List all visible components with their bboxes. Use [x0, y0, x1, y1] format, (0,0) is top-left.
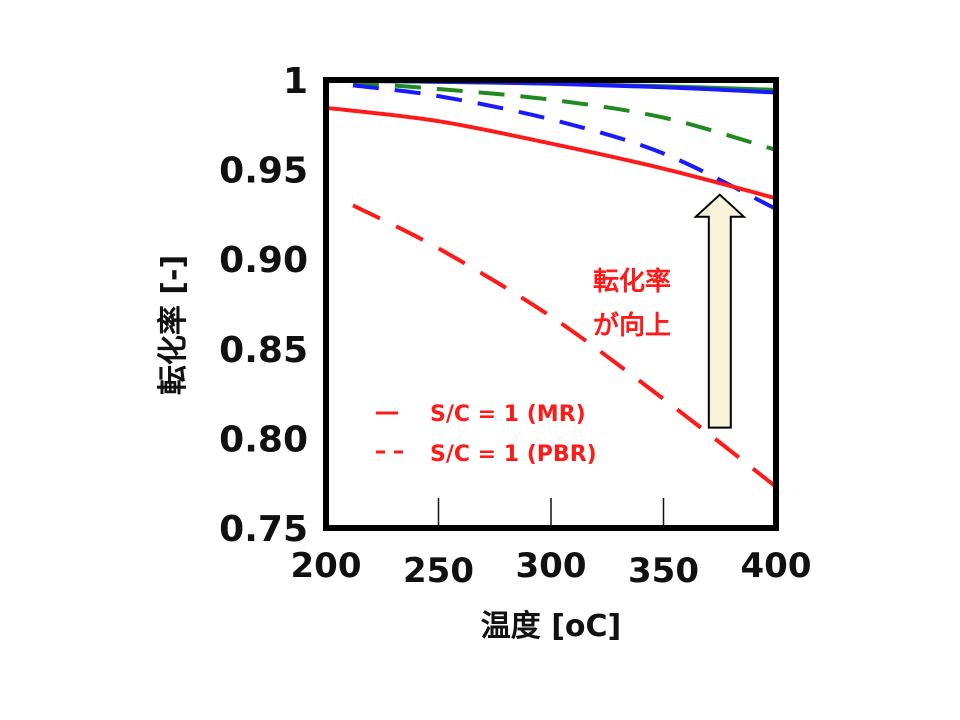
x-axis-title: 温度 [oC]: [481, 609, 622, 644]
y-tick-label: 1: [283, 61, 308, 102]
legend-label-mr: S/C = 1 (MR): [430, 402, 586, 427]
legend-label-pbr: S/C = 1 (PBR): [430, 442, 597, 467]
x-tick-label: 200: [291, 546, 362, 586]
annotation-text-line-2: が向上: [593, 310, 671, 341]
series-green-dashed: [352, 80, 777, 152]
series-red-pbr: [352, 203, 778, 489]
up-arrow-icon: [693, 193, 747, 429]
x-tick-label: 400: [741, 546, 812, 586]
x-tick-label: 250: [403, 551, 474, 591]
x-tick-label: 350: [628, 551, 699, 591]
y-tick-label: 0.75: [219, 509, 308, 550]
y-tick-labels: 0.75 0.80 0.85 0.90 0.95 1: [219, 61, 308, 550]
y-tick-label: 0.85: [219, 330, 308, 371]
annotation: 転化率 が向上: [593, 193, 747, 429]
y-tick-label: 0.90: [219, 240, 308, 281]
x-tick-label: 300: [516, 546, 587, 586]
series-blue-dashed: [352, 83, 777, 211]
x-tick-marks: [437, 498, 665, 528]
y-axis-title: 転化率 [-]: [156, 255, 191, 395]
legend: S/C = 1 (MR) S/C = 1 (PBR): [376, 402, 597, 467]
y-tick-label: 0.80: [219, 419, 308, 460]
annotation-text-line-1: 転化率: [593, 266, 671, 297]
series-red-mr: [325, 105, 777, 201]
x-tick-labels: 200 250 300 350 400: [291, 546, 812, 591]
y-tick-label: 0.95: [219, 151, 308, 192]
